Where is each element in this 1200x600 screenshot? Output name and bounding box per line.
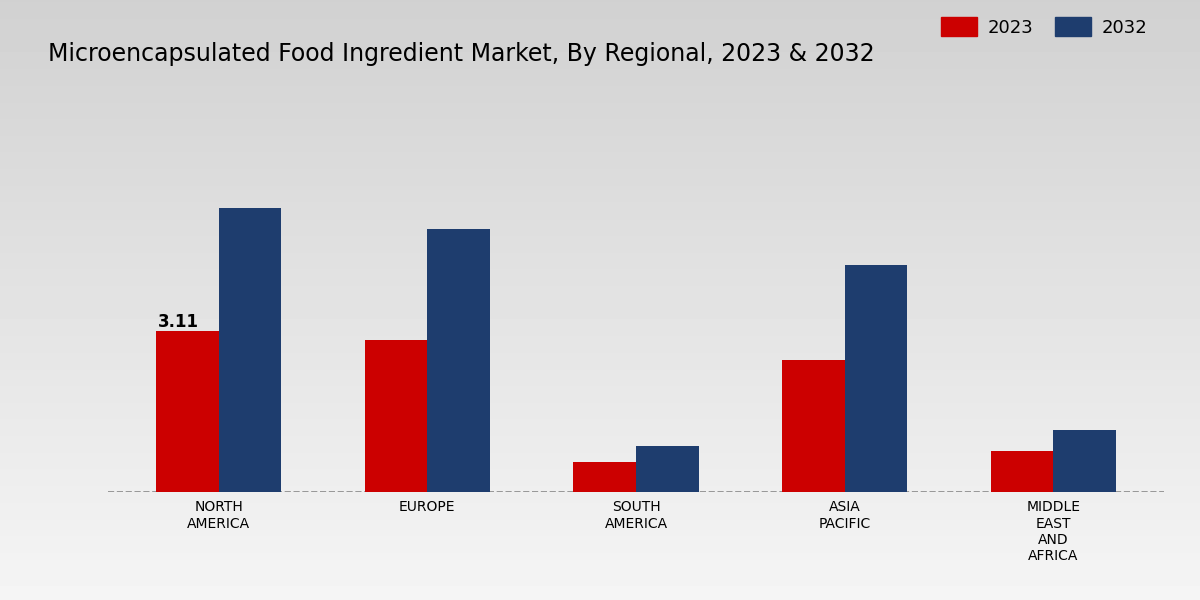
Bar [427, 229, 490, 492]
Bar [365, 340, 427, 492]
Bar [782, 360, 845, 492]
Legend: 2023, 2032: 2023, 2032 [934, 10, 1154, 44]
Text: Microencapsulated Food Ingredient Market, By Regional, 2023 & 2032: Microencapsulated Food Ingredient Market… [48, 42, 875, 66]
Bar [218, 208, 281, 492]
Bar [1054, 430, 1116, 492]
Bar [156, 331, 218, 492]
Bar [845, 265, 907, 492]
Bar [574, 462, 636, 492]
Text: 3.11: 3.11 [158, 313, 199, 331]
Bar [991, 451, 1054, 492]
Bar [636, 445, 698, 492]
